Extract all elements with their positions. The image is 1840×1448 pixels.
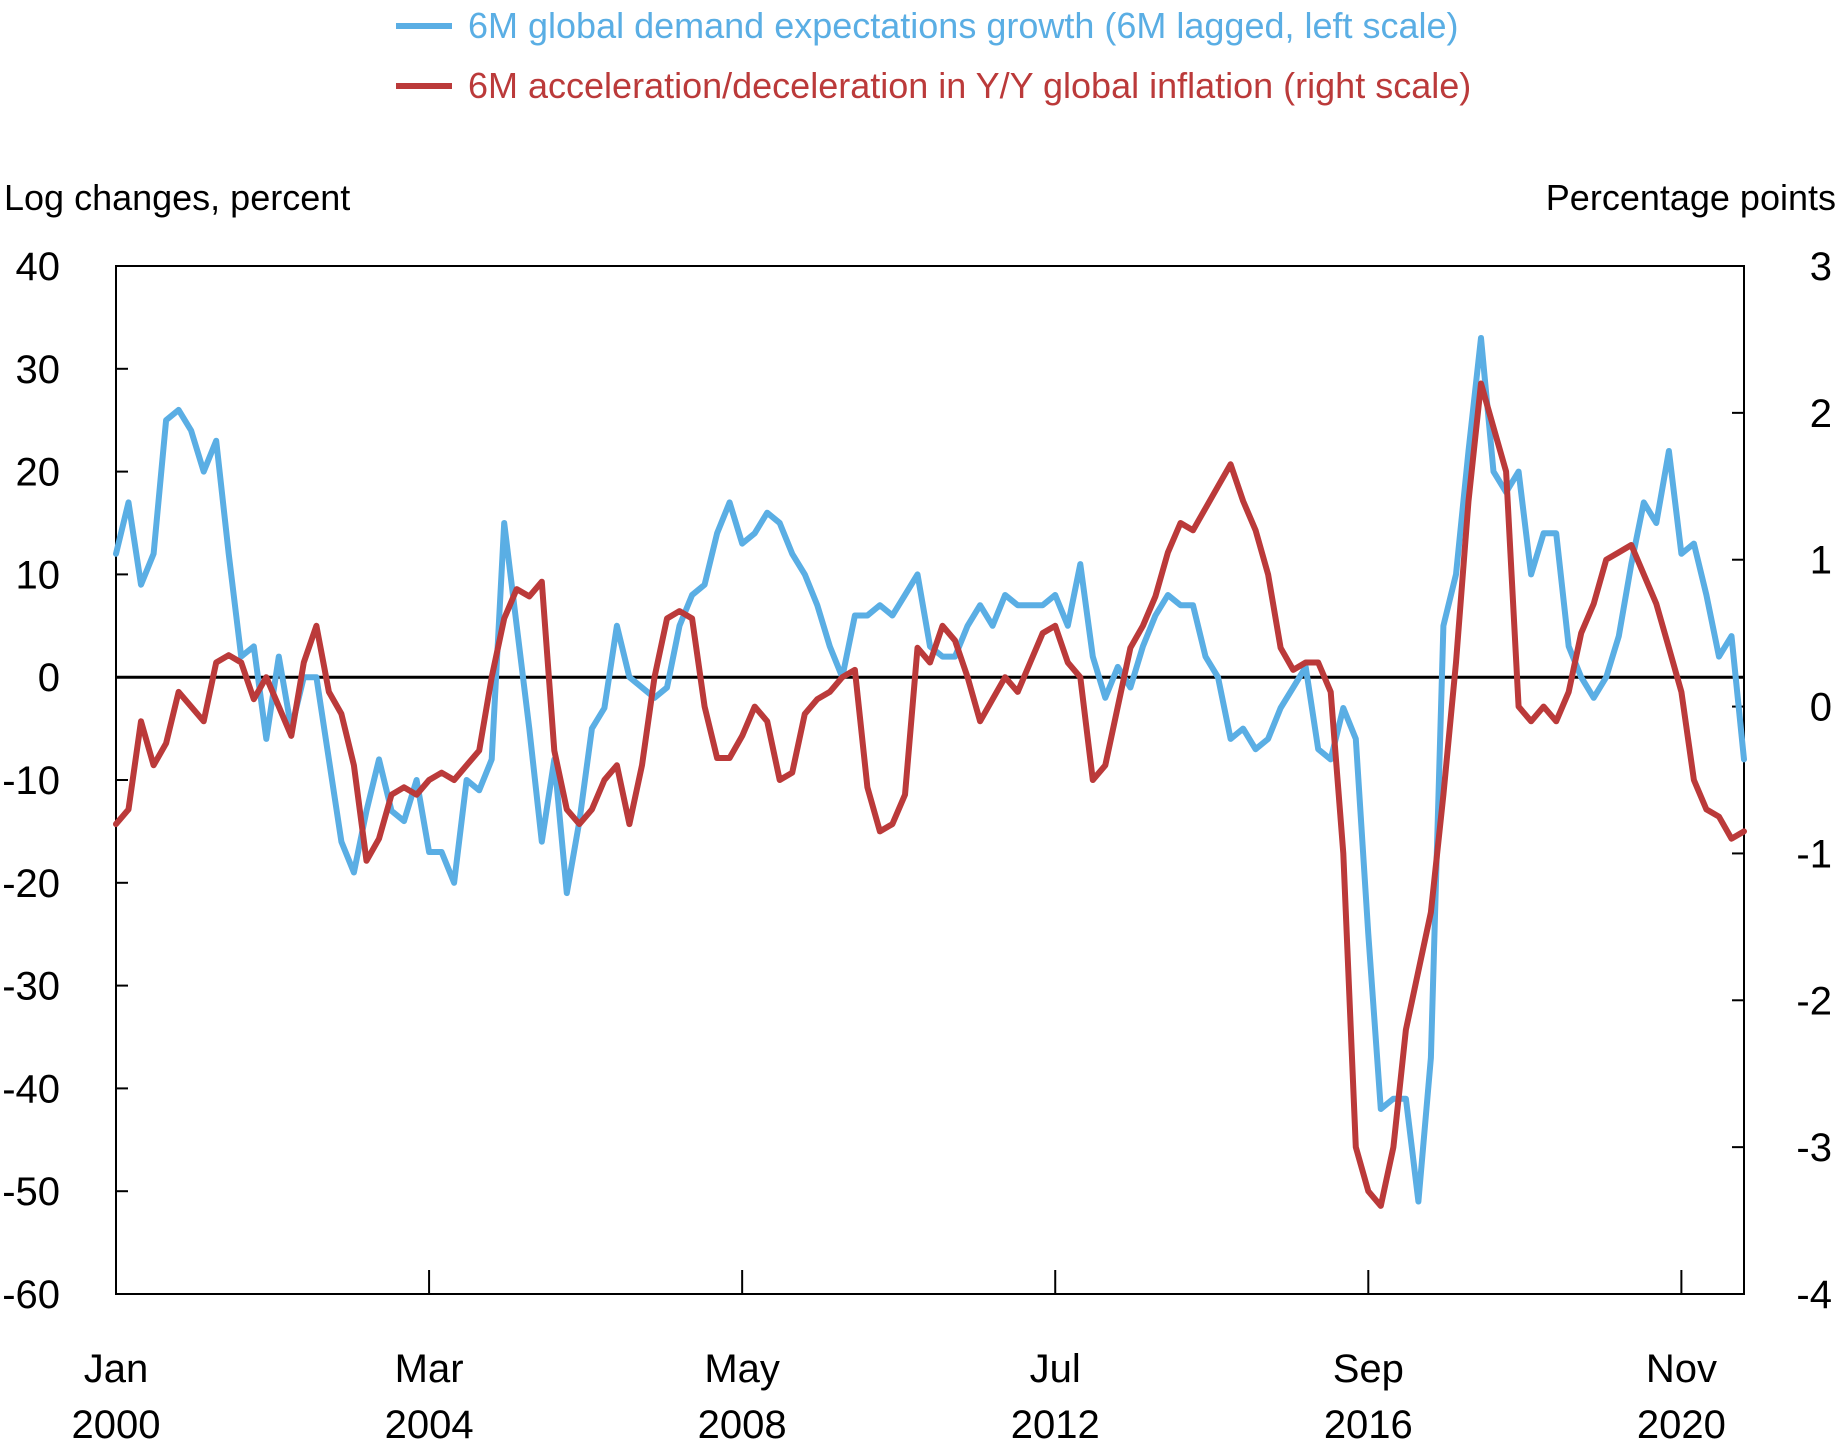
y-axis-right-label: Percentage points [1546,177,1836,218]
x-tick-year: 2020 [1637,1403,1726,1447]
legend-label-blue: 6M global demand expectations growth (6M… [468,5,1459,46]
x-tick-month: Jul [1030,1347,1081,1391]
y-right-tick-label: -2 [1796,979,1832,1023]
y-axis-right-ticks: 3 2 1 0 -1 -2 -3 -4 [1732,245,1832,1317]
x-tick-month: May [704,1347,780,1391]
y-left-tick-label: 30 [16,348,61,392]
series-line-inflation-acceleration [113,380,1747,1209]
x-tick-month: Jan [84,1347,149,1391]
y-left-tick-label: -20 [2,862,60,906]
series-layer [113,335,1747,1209]
y-right-tick-label: -3 [1796,1126,1832,1170]
y-right-tick-label: 3 [1810,245,1832,289]
y-left-tick-label: -30 [2,965,60,1009]
y-left-tick-label: 10 [16,553,61,597]
x-tick-year: 2000 [72,1403,161,1447]
series-line-demand-expectations [113,335,1747,1205]
y-left-tick-label: 0 [38,656,60,700]
y-right-tick-label: 2 [1810,392,1832,436]
y-left-tick-label: -40 [2,1067,60,1111]
y-left-tick-label: -60 [2,1273,60,1317]
y-right-tick-label: 1 [1810,539,1832,583]
y-left-tick-label: 40 [16,245,61,289]
y-axis-left-ticks: 40 30 20 10 0 -10 -20 -30 -40 -50 -60 [2,245,128,1317]
x-tick-month: Nov [1646,1347,1717,1391]
x-tick-month: Mar [395,1347,464,1391]
y-axis-left-label: Log changes, percent [4,177,350,218]
y-right-tick-label: -4 [1796,1273,1832,1317]
legend: 6M global demand expectations growth (6M… [396,5,1471,106]
y-right-tick-label: 0 [1810,686,1832,730]
x-tick-month: Sep [1333,1347,1404,1391]
x-tick-year: 2012 [1011,1403,1100,1447]
x-tick-year: 2008 [698,1403,787,1447]
x-axis-ticks: Jan 2000 Mar 2004 May 2008 Jul 2012 Sep 2016 Nov 20… [72,1270,1726,1447]
plot-frame [115,265,1745,1295]
x-tick-year: 2004 [385,1403,474,1447]
y-left-tick-label: -10 [2,759,60,803]
x-tick-year: 2016 [1324,1403,1413,1447]
y-left-tick-label: 20 [16,451,61,495]
legend-label-red: 6M acceleration/deceleration in Y/Y glob… [468,65,1471,106]
y-right-tick-label: -1 [1796,832,1832,876]
y-left-tick-label: -50 [2,1170,60,1214]
